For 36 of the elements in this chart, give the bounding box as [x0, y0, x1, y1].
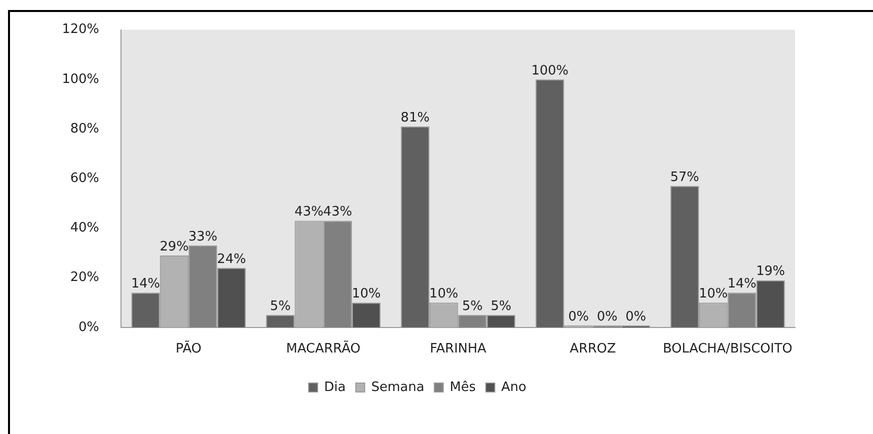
legend-label: Mês — [450, 380, 476, 395]
y-tick-label: 0% — [78, 320, 100, 335]
data-label: 29% — [160, 239, 189, 254]
data-label: 19% — [756, 264, 786, 280]
x-tick-label: MACARRÃO — [286, 340, 360, 357]
y-tick-label: 60% — [70, 170, 100, 186]
data-label: 10% — [698, 286, 728, 302]
data-label: 43% — [294, 204, 324, 220]
data-label: 81% — [400, 110, 430, 126]
y-tick-label: 20% — [70, 270, 100, 286]
data-label: 5% — [490, 298, 512, 314]
data-label: 5% — [462, 298, 483, 314]
y-tick-label: 40% — [70, 220, 100, 236]
x-tick-label: ARROZ — [570, 342, 616, 357]
y-tick-label: 120% — [62, 22, 100, 38]
data-label: 0% — [625, 309, 646, 324]
data-label: 5% — [270, 298, 291, 314]
legend-label: Semana — [371, 380, 424, 395]
y-tick-label: 80% — [70, 121, 100, 136]
data-label: 10% — [352, 286, 381, 302]
data-label: 10% — [429, 286, 458, 302]
legend-label: Ano — [501, 380, 526, 395]
legend-label: Dia — [324, 380, 346, 395]
x-tick-label: BOLACHA/BISCOITO — [662, 342, 792, 357]
data-label: 100% — [531, 63, 568, 78]
data-label: 33% — [188, 229, 218, 244]
data-label: 14% — [727, 276, 756, 292]
x-tick-label: FARINHA — [430, 342, 486, 357]
data-label: 57% — [670, 170, 700, 185]
data-label: 43% — [323, 204, 352, 220]
y-tick-label: 100% — [62, 72, 100, 87]
data-label: 14% — [131, 276, 160, 292]
data-label: 0% — [596, 309, 618, 324]
data-label: 0% — [568, 309, 589, 324]
x-tick-label: PÃO — [176, 340, 202, 357]
data-label: 24% — [217, 252, 246, 267]
